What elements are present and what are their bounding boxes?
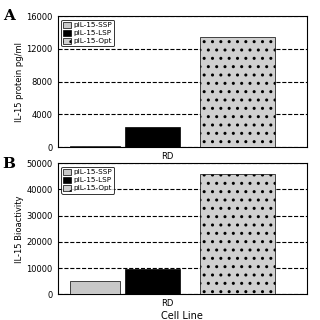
Text: A: A <box>3 9 15 23</box>
Bar <box>70 146 120 147</box>
Bar <box>200 174 275 294</box>
Legend: pIL-15-SSP, pIL-15-LSP, pIL-15-Opt: pIL-15-SSP, pIL-15-LSP, pIL-15-Opt <box>61 20 115 46</box>
Y-axis label: IL-15 Bioactivity: IL-15 Bioactivity <box>15 195 24 262</box>
Bar <box>125 127 180 147</box>
Text: B: B <box>3 156 16 171</box>
X-axis label: Cell Line: Cell Line <box>162 311 203 320</box>
Legend: pIL-15-SSP, pIL-15-LSP, pIL-15-Opt: pIL-15-SSP, pIL-15-LSP, pIL-15-Opt <box>61 167 115 194</box>
X-axis label: Cell Line: Cell Line <box>162 164 203 174</box>
Bar <box>70 281 120 294</box>
Bar <box>125 269 180 294</box>
Bar <box>200 36 275 147</box>
Y-axis label: IL-15 protein pg/ml: IL-15 protein pg/ml <box>15 42 24 122</box>
